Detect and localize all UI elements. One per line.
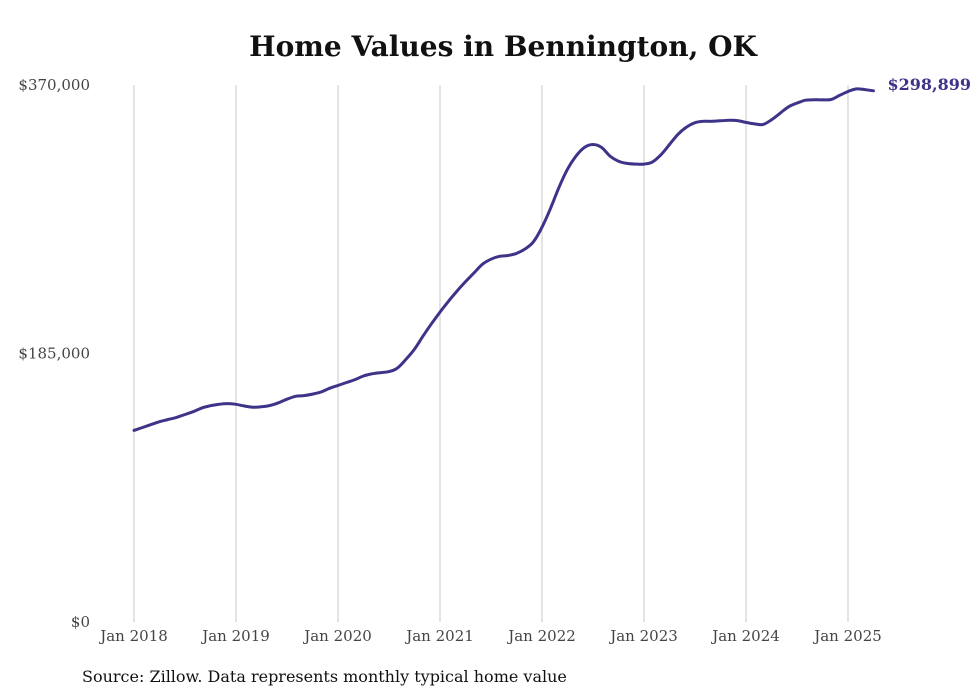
x-tick-label: Jan 2022 xyxy=(506,627,576,645)
y-tick-label: $0 xyxy=(71,613,90,631)
y-tick-label: $370,000 xyxy=(18,76,90,94)
series-line xyxy=(132,87,875,432)
chart-title: Home Values in Bennington, OK xyxy=(249,30,757,63)
source-note: Source: Zillow. Data represents monthly … xyxy=(82,667,567,686)
x-tick-label: Jan 2020 xyxy=(302,627,372,645)
end-value-label: $298,899 xyxy=(888,75,972,94)
x-tick-label: Jan 2021 xyxy=(404,627,474,645)
x-tick-label: Jan 2018 xyxy=(98,627,168,645)
x-tick-label: Jan 2024 xyxy=(710,627,780,645)
x-tick-label: Jan 2025 xyxy=(812,627,882,645)
x-tick-label: Jan 2019 xyxy=(200,627,270,645)
y-tick-label: $185,000 xyxy=(18,345,90,363)
x-tick-label: Jan 2023 xyxy=(608,627,678,645)
